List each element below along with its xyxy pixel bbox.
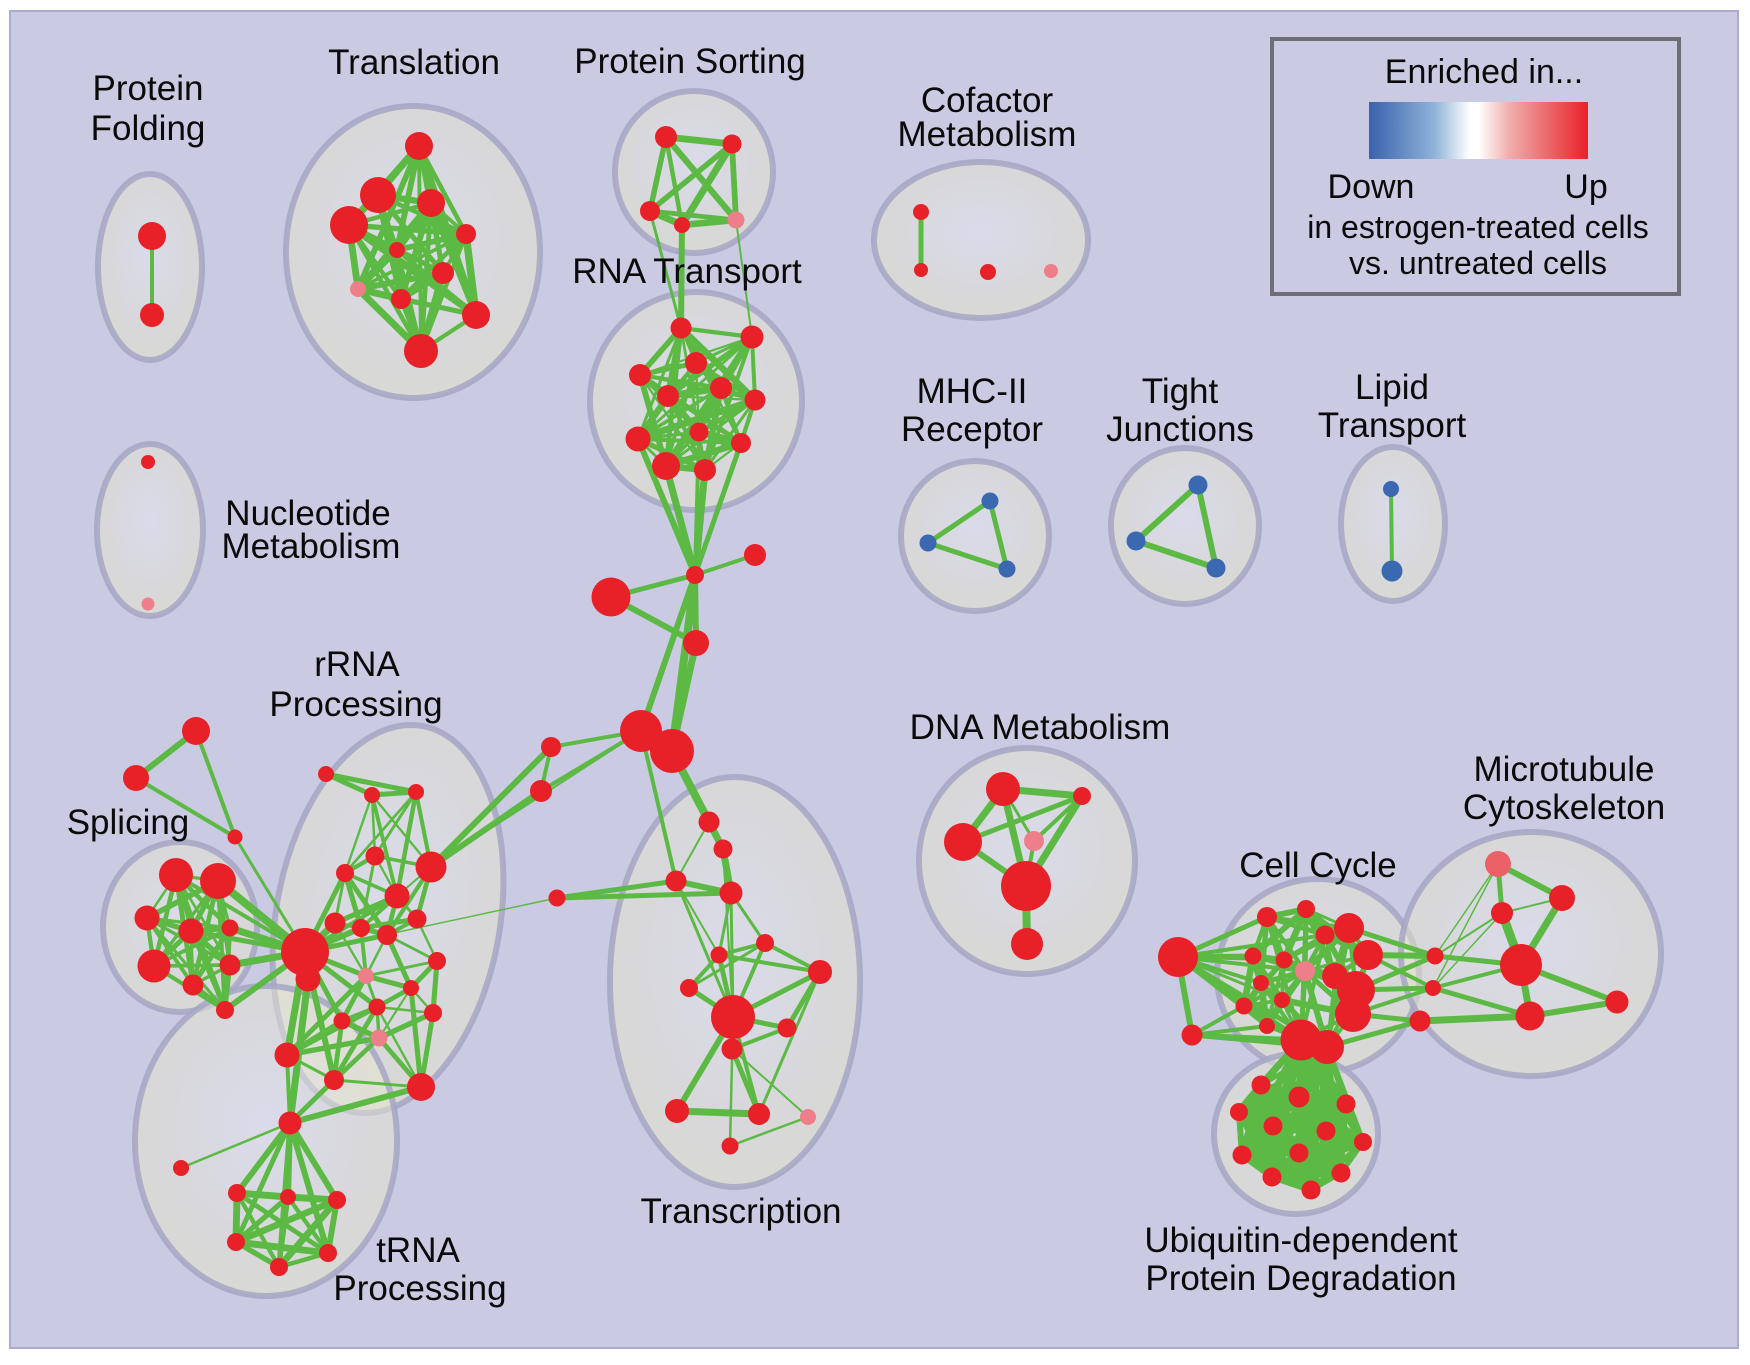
svg-text:in estrogen-treated cells: in estrogen-treated cells bbox=[1307, 209, 1649, 245]
svg-text:Transport: Transport bbox=[1318, 406, 1467, 445]
svg-text:Junctions: Junctions bbox=[1106, 410, 1254, 449]
svg-text:vs. untreated cells: vs. untreated cells bbox=[1349, 245, 1607, 281]
svg-text:DNA Metabolism: DNA Metabolism bbox=[910, 708, 1171, 747]
svg-text:Protein: Protein bbox=[93, 69, 204, 108]
svg-text:rRNA: rRNA bbox=[314, 645, 400, 684]
svg-text:Cell Cycle: Cell Cycle bbox=[1239, 846, 1397, 885]
svg-text:Nucleotide: Nucleotide bbox=[225, 494, 390, 533]
svg-text:Transcription: Transcription bbox=[641, 1192, 842, 1231]
svg-text:Cytoskeleton: Cytoskeleton bbox=[1463, 788, 1665, 827]
svg-text:Enriched in...: Enriched in... bbox=[1385, 53, 1583, 91]
svg-text:Splicing: Splicing bbox=[67, 803, 190, 842]
svg-text:RNA Transport: RNA Transport bbox=[572, 252, 802, 291]
svg-text:Protein Sorting: Protein Sorting bbox=[574, 42, 806, 81]
svg-text:tRNA: tRNA bbox=[376, 1231, 460, 1270]
svg-text:Folding: Folding bbox=[91, 109, 206, 148]
svg-text:Down: Down bbox=[1328, 168, 1415, 206]
svg-text:Processing: Processing bbox=[269, 685, 442, 724]
svg-text:Metabolism: Metabolism bbox=[898, 115, 1077, 154]
svg-text:Tight: Tight bbox=[1142, 372, 1219, 411]
svg-text:Cofactor: Cofactor bbox=[921, 81, 1054, 120]
svg-text:Metabolism: Metabolism bbox=[222, 527, 401, 566]
svg-text:Lipid: Lipid bbox=[1355, 368, 1429, 407]
svg-text:Receptor: Receptor bbox=[901, 410, 1043, 449]
svg-text:Ubiquitin-dependent: Ubiquitin-dependent bbox=[1144, 1221, 1458, 1260]
svg-text:Up: Up bbox=[1564, 168, 1607, 206]
svg-text:Protein Degradation: Protein Degradation bbox=[1145, 1259, 1456, 1298]
svg-text:Translation: Translation bbox=[328, 43, 500, 82]
svg-text:Processing: Processing bbox=[333, 1269, 506, 1308]
svg-text:Microtubule: Microtubule bbox=[1474, 750, 1655, 789]
svg-text:MHC-II: MHC-II bbox=[917, 372, 1028, 411]
